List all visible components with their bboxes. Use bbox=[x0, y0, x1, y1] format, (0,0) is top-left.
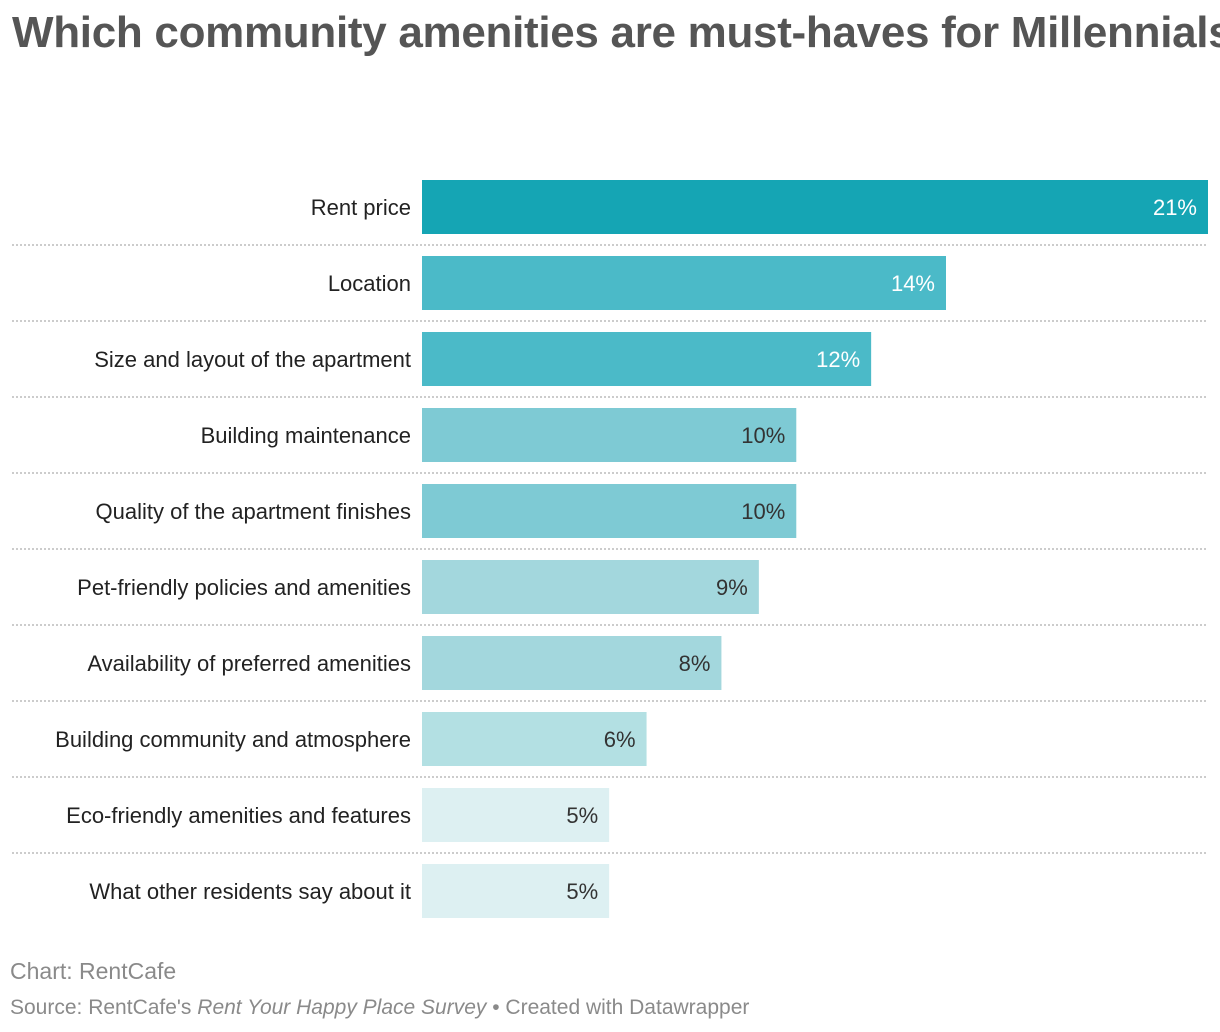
bar bbox=[422, 408, 797, 462]
value-label: 6% bbox=[604, 727, 636, 752]
category-label: Rent price bbox=[311, 195, 411, 220]
bar bbox=[422, 332, 872, 386]
value-label: 10% bbox=[741, 423, 785, 448]
category-label: Quality of the apartment finishes bbox=[96, 499, 412, 524]
source-suffix: • Created with Datawrapper bbox=[486, 996, 750, 1019]
category-label: Availability of preferred amenities bbox=[87, 651, 411, 676]
value-label: 9% bbox=[716, 575, 748, 600]
value-label: 21% bbox=[1153, 195, 1197, 220]
value-label: 14% bbox=[891, 271, 935, 296]
category-label: Building maintenance bbox=[201, 423, 411, 448]
value-label: 5% bbox=[566, 879, 598, 904]
bar bbox=[422, 636, 722, 690]
category-label: What other residents say about it bbox=[89, 879, 411, 904]
source-name: Rent Your Happy Place Survey bbox=[197, 996, 487, 1019]
category-label: Location bbox=[328, 271, 411, 296]
value-label: 5% bbox=[566, 803, 598, 828]
value-label: 10% bbox=[741, 499, 785, 524]
chart-title: Which community amenities are must-haves… bbox=[12, 8, 1220, 57]
bar bbox=[422, 484, 797, 538]
chart-credit: Chart: RentCafe bbox=[10, 958, 177, 984]
bar bbox=[422, 712, 647, 766]
source-prefix: Source: RentCafe's bbox=[10, 996, 198, 1019]
bar bbox=[422, 256, 946, 310]
category-label: Pet-friendly policies and amenities bbox=[77, 575, 411, 600]
bar bbox=[422, 788, 610, 842]
bar bbox=[422, 864, 610, 918]
category-label: Building community and atmosphere bbox=[55, 727, 411, 752]
value-label: 8% bbox=[679, 651, 711, 676]
bar bbox=[422, 560, 759, 614]
source-line: Source: RentCafe's Rent Your Happy Place… bbox=[10, 996, 749, 1020]
category-label: Size and layout of the apartment bbox=[94, 347, 411, 372]
value-label: 12% bbox=[816, 347, 860, 372]
bar bbox=[422, 180, 1208, 234]
category-label: Eco-friendly amenities and features bbox=[66, 803, 411, 828]
